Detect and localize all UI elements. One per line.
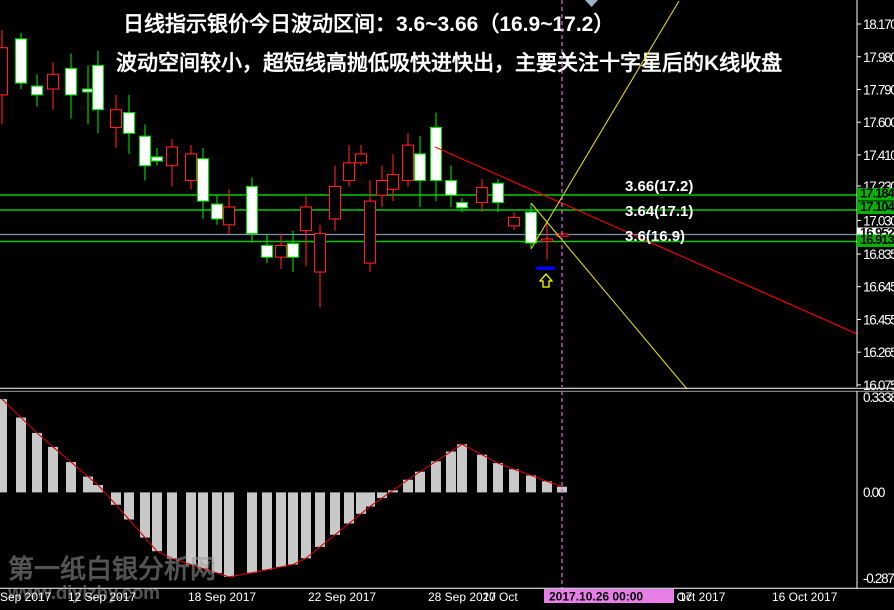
svg-text:16.913: 16.913: [860, 232, 894, 247]
svg-text:2017.10.26 00:00: 2017.10.26 00:00: [549, 590, 643, 604]
svg-text:16.075: 16.075: [863, 378, 894, 393]
svg-text:第一纸白银分析网: 第一纸白银分析网: [8, 554, 216, 584]
svg-text:-0.2878: -0.2878: [863, 571, 894, 586]
svg-text:0.00: 0.00: [863, 485, 885, 500]
svg-text:17.410: 17.410: [863, 148, 894, 163]
svg-text:16.455: 16.455: [863, 313, 894, 328]
svg-text:16.265: 16.265: [863, 345, 894, 360]
svg-text:16 Oct 2017: 16 Oct 2017: [772, 590, 838, 604]
svg-text:3.66(17.2): 3.66(17.2): [625, 178, 693, 195]
svg-text:17.790: 17.790: [863, 83, 894, 98]
svg-text:17.980: 17.980: [863, 50, 894, 65]
svg-text:20 Oct: 20 Oct: [482, 590, 518, 604]
svg-text:16.835: 16.835: [863, 247, 894, 262]
svg-text:Sep 2017: Sep 2017: [0, 590, 52, 604]
svg-text:3.64(17.1): 3.64(17.1): [625, 203, 693, 220]
svg-text:3.6(16.9): 3.6(16.9): [625, 228, 685, 245]
svg-text:12 Sep 2017: 12 Sep 2017: [68, 590, 136, 604]
svg-text:17: 17: [679, 590, 693, 604]
svg-text:17.104: 17.104: [860, 199, 894, 214]
svg-text:22 Sep 2017: 22 Sep 2017: [308, 590, 376, 604]
svg-text:17.600: 17.600: [863, 115, 894, 130]
svg-text:18 Sep 2017: 18 Sep 2017: [188, 590, 256, 604]
svg-text:18.170: 18.170: [863, 17, 894, 32]
svg-text:日线指示银价今日波动区间：3.6~3.66（16.9~17.: 日线指示银价今日波动区间：3.6~3.66（16.9~17.2）: [123, 12, 614, 36]
svg-text:16.645: 16.645: [863, 280, 894, 295]
svg-text:波动空间较小，超短线高抛低吸快进快出，主要关注十字星后的K线: 波动空间较小，超短线高抛低吸快进快出，主要关注十字星后的K线收盘: [116, 51, 782, 75]
